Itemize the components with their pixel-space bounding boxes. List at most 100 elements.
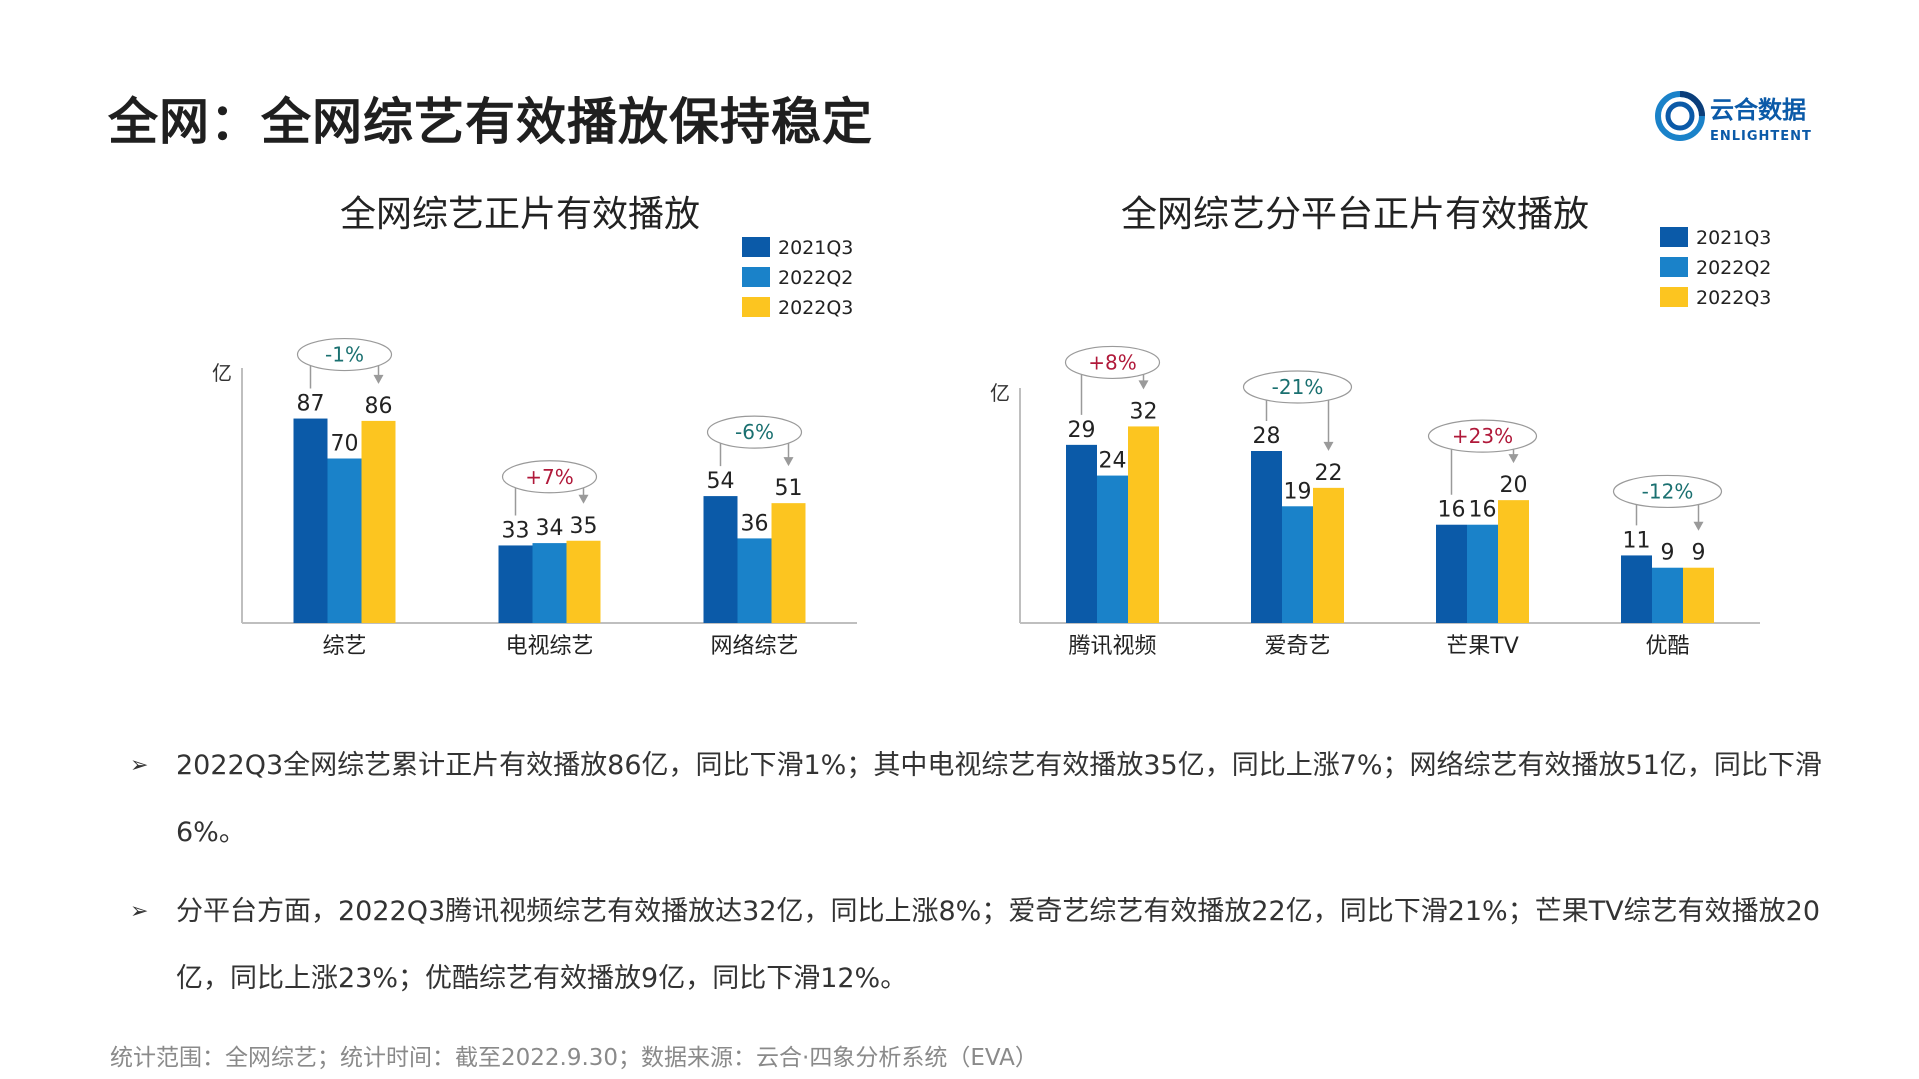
enlightent-logo: 云合数据 ENLIGHTENT (1655, 91, 1812, 144)
legend-swatch (742, 237, 770, 257)
change-arrow-icon (1693, 521, 1704, 531)
bar (1467, 524, 1498, 623)
summary-bullets: ➢ 2022Q3全网综艺累计正片有效播放86亿，同比下滑1%；其中电视综艺有效播… (130, 732, 1830, 1024)
legend-label: 2022Q2 (1696, 257, 1770, 279)
legend-swatch (742, 297, 770, 317)
bar-value-label: 51 (775, 476, 803, 501)
legend-label: 2022Q2 (778, 267, 853, 289)
change-percent-label: +23% (1452, 424, 1513, 448)
change-percent-label: -12% (1642, 479, 1694, 503)
category-tick-label: 电视综艺 (505, 634, 593, 659)
change-percent-label: -1% (325, 343, 364, 367)
bar (1621, 555, 1652, 623)
bar (293, 418, 328, 623)
bar (532, 543, 567, 623)
svg-text:ENLIGHTENT: ENLIGHTENT (1710, 129, 1812, 144)
bar-value-label: 70 (331, 432, 359, 457)
bar (1128, 426, 1159, 623)
legend-label: 2022Q3 (1696, 287, 1770, 309)
change-percent-label: -21% (1272, 375, 1324, 399)
legend-swatch (1660, 227, 1688, 247)
bar-value-label: 35 (570, 514, 598, 539)
bar-value-label: 32 (1130, 399, 1158, 424)
bar-value-label: 86 (365, 394, 393, 419)
bar-value-label: 28 (1253, 424, 1281, 449)
bullet-text: 分平台方面，2022Q3腾讯视频综艺有效播放达32亿，同比上涨8%；爱奇艺综艺有… (176, 896, 1821, 994)
bar (1652, 567, 1683, 623)
change-pill (1064, 345, 1161, 380)
change-arrow-icon (1323, 441, 1334, 451)
bar-value-label: 29 (1068, 418, 1096, 443)
bar-value-label: 16 (1469, 498, 1497, 523)
category-tick-label: 网络综艺 (710, 634, 798, 659)
bar (1251, 451, 1282, 623)
legend-label: 2021Q3 (778, 237, 853, 259)
change-percent-label: +8% (1088, 350, 1137, 374)
change-arrow-icon (578, 494, 589, 504)
footnote: 统计范围：全网综艺；统计时间：截至2022.9.30；数据来源：云合·四象分析系… (110, 1045, 1038, 1071)
legend-swatch (1660, 257, 1688, 277)
change-pill (706, 415, 803, 449)
chart-platform-variety-plays: 全网综艺分平台正片有效播放 亿 2021Q3 2022Q2 2022Q3 29 24 32 腾… (940, 185, 1770, 675)
bar (1313, 487, 1344, 623)
summary-bullet: ➢ 分平台方面，2022Q3腾讯视频综艺有效播放达32亿，同比上涨8%；爱奇艺综… (130, 878, 1830, 1012)
bar (361, 420, 396, 623)
change-pill (1612, 474, 1723, 509)
chart-title: 全网综艺分平台正片有效播放 (1120, 194, 1589, 235)
y-axis-unit-label: 亿 (212, 361, 232, 385)
y-axis-unit-label: 亿 (990, 381, 1010, 405)
change-arrow-icon (373, 374, 384, 384)
bar (1097, 475, 1128, 623)
category-tick-label: 爱奇艺 (1264, 634, 1330, 659)
bar (327, 458, 362, 623)
change-arrow-icon (1508, 454, 1519, 464)
category-tick-label: 腾讯视频 (1068, 634, 1156, 659)
legend-swatch (742, 267, 770, 287)
change-pill (1427, 419, 1538, 453)
change-pill (1242, 370, 1353, 404)
category-tick-label: 芒果TV (1446, 634, 1519, 659)
bar-value-label: 87 (297, 392, 325, 417)
bar (566, 540, 601, 623)
bar-value-label: 11 (1623, 528, 1651, 553)
bar-value-label: 54 (707, 469, 735, 494)
bar (1066, 444, 1097, 623)
legend-label: 2021Q3 (1696, 227, 1770, 249)
bar-value-label: 33 (502, 518, 530, 543)
change-arrow-icon (783, 457, 794, 467)
bar (1436, 524, 1467, 623)
bar-value-label: 9 (1692, 541, 1706, 566)
svg-text:云合数据: 云合数据 (1710, 96, 1806, 124)
bar-value-label: 24 (1099, 449, 1127, 474)
change-percent-label: +7% (525, 465, 574, 489)
bar-value-label: 20 (1500, 473, 1528, 498)
bar-value-label: 34 (536, 516, 564, 541)
change-percent-label: -6% (735, 420, 774, 444)
page-title: 全网：全网综艺有效播放保持稳定 (108, 93, 873, 151)
chart-total-variety-plays: 全网综艺正片有效播放 亿 2021Q3 2022Q2 2022Q3 87 70 86 综艺 -1… (150, 185, 890, 675)
bullet-text: 2022Q3全网综艺累计正片有效播放86亿，同比下滑1%；其中电视综艺有效播放3… (176, 750, 1822, 848)
legend-swatch (1660, 287, 1688, 307)
bar (771, 503, 806, 623)
bar (1683, 567, 1714, 623)
category-tick-label: 优酷 (1645, 634, 1689, 659)
bar (1282, 506, 1313, 623)
bar-value-label: 36 (741, 511, 769, 536)
category-tick-label: 综艺 (322, 634, 366, 659)
bar-value-label: 16 (1438, 498, 1466, 523)
change-pill (296, 337, 393, 372)
chart-title: 全网综艺正片有效播放 (339, 194, 700, 235)
change-pill (501, 460, 598, 494)
bar-value-label: 9 (1661, 541, 1675, 566)
bar (498, 545, 533, 623)
summary-bullet: ➢ 2022Q3全网综艺累计正片有效播放86亿，同比下滑1%；其中电视综艺有效播… (130, 732, 1830, 866)
bar (703, 496, 738, 623)
bar-value-label: 22 (1315, 461, 1343, 486)
bar-value-label: 19 (1284, 479, 1312, 504)
arrow-bullet-icon: ➢ (130, 753, 149, 778)
arrow-bullet-icon: ➢ (130, 899, 149, 924)
bar (737, 538, 772, 623)
legend-label: 2022Q3 (778, 297, 853, 319)
